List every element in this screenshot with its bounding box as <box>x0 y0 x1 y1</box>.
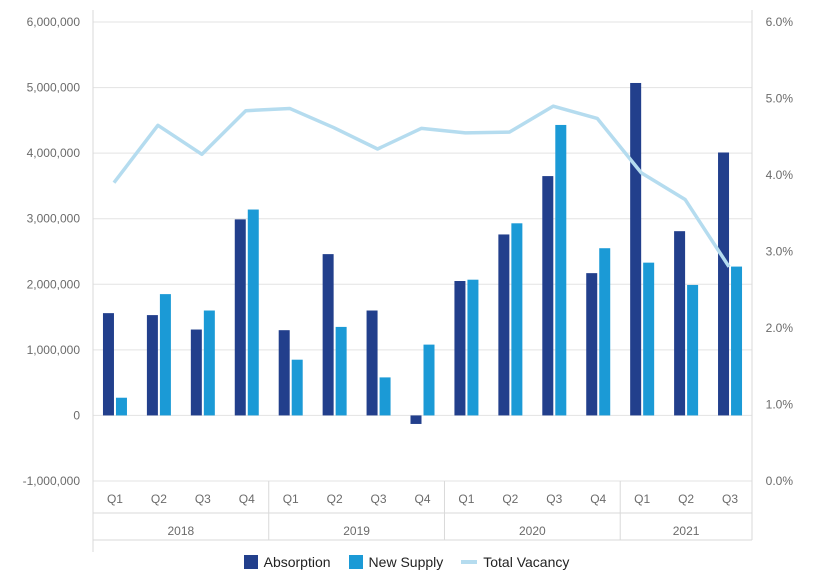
x-tick-label: Q1 <box>283 492 299 506</box>
x-tick-label: Q2 <box>151 492 167 506</box>
year-label: 2018 <box>168 524 195 538</box>
year-label: 2020 <box>519 524 546 538</box>
bar-new-supply <box>731 266 743 416</box>
bar-absorption <box>190 329 202 416</box>
legend-label-total-vacancy: Total Vacancy <box>483 554 570 570</box>
legend: Absorption New Supply Total Vacancy <box>0 554 813 570</box>
x-tick-label: Q2 <box>327 492 343 506</box>
bar-new-supply <box>115 397 127 416</box>
legend-absorption: Absorption <box>243 554 331 570</box>
left-tick-label: 0 <box>73 408 80 422</box>
bar-absorption <box>674 231 686 416</box>
x-tick-label: Q4 <box>590 492 606 506</box>
x-tick-label: Q4 <box>239 492 255 506</box>
vacancy-line <box>112 104 731 268</box>
x-tick-label: Q4 <box>414 492 430 506</box>
bar-new-supply <box>511 223 523 416</box>
x-tick-label: Q2 <box>678 492 694 506</box>
bar-new-supply <box>159 294 171 416</box>
bar-absorption <box>630 82 642 416</box>
bar-absorption <box>278 330 290 416</box>
legend-total-vacancy: Total Vacancy <box>461 554 569 570</box>
left-tick-label: 2,000,000 <box>27 277 81 291</box>
bar-absorption <box>718 152 730 416</box>
bar-new-supply <box>643 262 655 416</box>
left-tick-label: 1,000,000 <box>27 343 81 357</box>
bar-new-supply <box>467 279 479 416</box>
right-tick-label: 3.0% <box>766 245 794 259</box>
bar-absorption <box>498 234 510 416</box>
x-tick-label: Q3 <box>722 492 738 506</box>
x-tick-label: Q3 <box>371 492 387 506</box>
year-label: 2019 <box>343 524 370 538</box>
right-tick-label: 0.0% <box>766 474 794 488</box>
bar-new-supply <box>599 248 611 416</box>
legend-label-absorption: Absorption <box>263 554 331 570</box>
x-tick-label: Q3 <box>195 492 211 506</box>
legend-swatch-absorption <box>243 555 258 569</box>
left-tick-label: 3,000,000 <box>27 212 81 226</box>
right-axis: 0.0% 1.0% 2.0% 3.0% 4.0% 5.0% 6.0% <box>766 15 794 488</box>
bar-absorption <box>542 176 554 416</box>
left-tick-label: -1,000,000 <box>23 474 81 488</box>
bar-absorption <box>322 254 334 416</box>
bar-new-supply <box>379 377 391 416</box>
right-tick-label: 4.0% <box>766 168 794 182</box>
bars <box>102 82 743 424</box>
bar-absorption <box>146 315 158 416</box>
bar-new-supply <box>247 209 259 416</box>
vacancy-chart: -1,000,000 0 1,000,000 2,000,000 3,000,000 4,… <box>23 10 794 552</box>
legend-label-new-supply: New Supply <box>368 554 444 570</box>
left-tick-label: 4,000,000 <box>27 146 81 160</box>
left-axis: -1,000,000 0 1,000,000 2,000,000 3,000,000 4,… <box>23 15 81 488</box>
x-tick-label: Q1 <box>634 492 650 506</box>
bar-new-supply <box>203 310 215 416</box>
bar-absorption <box>366 310 378 416</box>
left-tick-label: 5,000,000 <box>27 81 81 95</box>
bar-new-supply <box>687 284 699 416</box>
bar-new-supply <box>555 124 567 416</box>
x-tick-label: Q2 <box>502 492 518 506</box>
legend-swatch-new-supply <box>348 555 363 569</box>
bar-new-supply <box>291 359 303 416</box>
year-label: 2021 <box>673 524 700 538</box>
legend-swatch-total-vacancy <box>461 560 478 564</box>
right-tick-label: 5.0% <box>766 92 794 106</box>
x-tick-label: Q1 <box>107 492 123 506</box>
x-axis: Q1 Q2 Q3 Q4 Q1 Q2 Q3 Q4 Q1 Q2 Q3 Q4 Q1 Q2 Q3 2018 2019 20… <box>93 481 752 541</box>
bar-absorption <box>234 219 246 416</box>
bar-absorption <box>102 313 114 416</box>
bar-absorption <box>586 273 598 416</box>
legend-new-supply: New Supply <box>348 554 444 570</box>
line-total-vacancy <box>112 104 731 268</box>
right-tick-label: 2.0% <box>766 321 794 335</box>
bar-absorption <box>410 415 422 424</box>
bar-absorption <box>454 281 466 416</box>
x-tick-label: Q3 <box>546 492 562 506</box>
left-tick-label: 6,000,000 <box>27 15 81 29</box>
right-tick-label: 6.0% <box>766 15 794 29</box>
right-tick-label: 1.0% <box>766 398 794 412</box>
bar-new-supply <box>423 344 435 416</box>
x-tick-label: Q1 <box>458 492 474 506</box>
bar-new-supply <box>335 326 347 416</box>
